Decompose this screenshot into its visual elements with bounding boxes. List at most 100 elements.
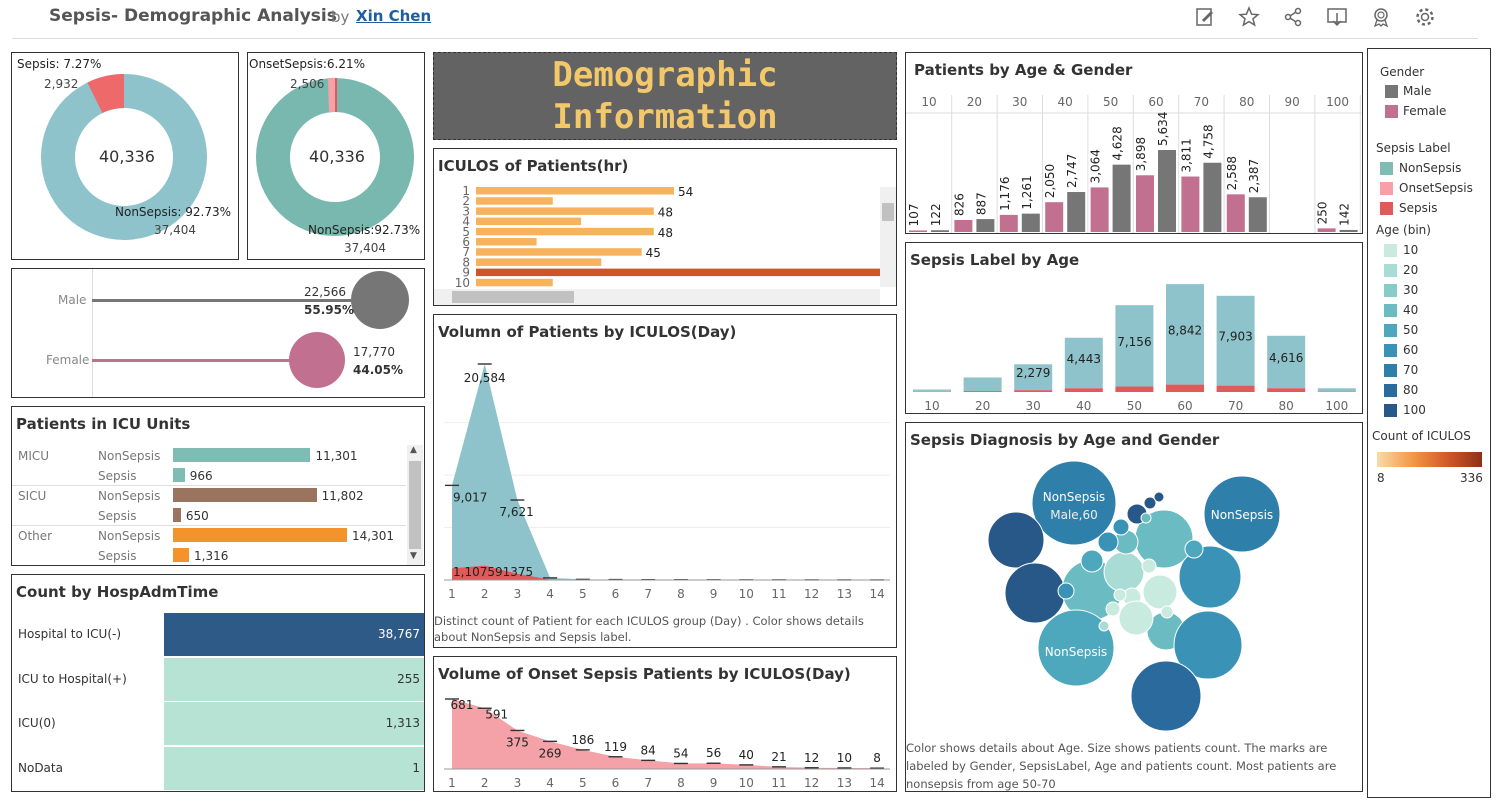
bubble-mark <box>987 511 1045 569</box>
vol-x-tick: 9 <box>710 587 718 601</box>
ag-bar <box>954 219 973 232</box>
legend-sepsis-label: Sepsis <box>1399 201 1438 215</box>
ag-bar <box>1045 202 1064 232</box>
vol-x-tick: 14 <box>869 587 884 601</box>
onset-x-tick: 13 <box>837 776 852 790</box>
legend-sepsis-swatch <box>1380 202 1393 215</box>
bubble-label-male60: Male,60 <box>1050 508 1098 522</box>
donut2-total: 40,336 <box>309 147 365 166</box>
ag-bin-label: 100 <box>1326 95 1349 109</box>
onset-value: 12 <box>804 751 819 765</box>
hospadm-cell <box>164 657 424 701</box>
vol-x-tick: 8 <box>677 587 685 601</box>
badge-icon[interactable] <box>1370 6 1392 28</box>
icu-units-title: Patients in ICU Units <box>16 415 191 433</box>
vol-x-tick: 2 <box>481 587 489 601</box>
female-bar <box>92 359 290 362</box>
bubble-mark <box>1173 610 1243 680</box>
legend-sepsis-swatch <box>1380 162 1393 175</box>
sepsis-age-panel: Sepsis Label by Age 10 20 2,279 30 4,443 40 7,… <box>905 242 1363 414</box>
onset-x-tick: 2 <box>481 776 489 790</box>
icu-unit-label: SICU <box>18 489 47 503</box>
legend-gender-title: Gender <box>1380 65 1425 79</box>
legend-age-swatch <box>1384 264 1397 277</box>
iculos-hr-bar <box>476 207 654 215</box>
icu-label-sepsis: Sepsis <box>98 509 137 523</box>
legend-age-swatch <box>1384 344 1397 357</box>
ag-bar <box>1136 175 1154 232</box>
onset-donut-panel: OnsetSepsis:6.21% 2,506 40,336 NonSepsis… <box>247 52 425 260</box>
sa-x-tick: 60 <box>1177 399 1192 413</box>
download-icon[interactable] <box>1326 6 1348 28</box>
legend-age-label: 50 <box>1403 323 1419 337</box>
bubble-mark <box>1184 539 1204 559</box>
vol-x-tick: 4 <box>546 587 554 601</box>
bubble-mark <box>1103 551 1145 593</box>
onset-x-tick: 1 <box>448 776 456 790</box>
ag-bin-label: 50 <box>1103 95 1118 109</box>
sa-nonsepsis-bar <box>963 377 1002 392</box>
iculos-v-thumb[interactable] <box>882 203 894 221</box>
donut-sepsis-count: 2,932 <box>44 77 79 91</box>
hospadm-row-label: ICU to Hospital(+) <box>18 671 127 686</box>
legend-age-swatch <box>1384 324 1397 337</box>
ag-bar <box>1203 162 1222 232</box>
onset-value: 56 <box>706 746 721 760</box>
onset-donut-chart <box>256 77 414 236</box>
ag-value: 826 <box>952 193 966 216</box>
gear-icon[interactable] <box>1414 6 1436 28</box>
ag-bar <box>1317 228 1336 232</box>
iculos-hr-tick: 1 <box>462 185 470 198</box>
male-bar <box>92 299 352 302</box>
iculos-h-thumb[interactable] <box>452 291 574 303</box>
icu-unit-label: MICU <box>18 449 50 463</box>
vol-x-tick: 10 <box>739 587 754 601</box>
hospadm-cell <box>164 746 424 790</box>
donut-total: 40,336 <box>99 147 155 166</box>
iculos-hr-title: ICULOS of Patients(hr) <box>438 157 629 175</box>
onset-x-tick: 9 <box>710 776 718 790</box>
sa-value: 4,616 <box>1269 351 1303 365</box>
edit-icon[interactable] <box>1194 6 1216 28</box>
ag-value: 887 <box>974 192 988 215</box>
icu-scroll-thumb[interactable] <box>409 461 421 549</box>
iculos-v-scrollbar[interactable] <box>880 187 896 287</box>
iculos-hr-panel: ICULOS of Patients(hr) 1 54 2 3 48 4 5 48 6 7 45 8 9… <box>433 148 897 306</box>
donut2-onset-slice <box>328 77 335 112</box>
bubble-mark <box>1057 582 1075 600</box>
ag-value: 107 <box>907 204 921 227</box>
bubble-mark <box>1141 558 1157 574</box>
bubble-label-nonsepsis: NonSepsis <box>1043 490 1105 504</box>
vol-x-tick: 1 <box>448 587 456 601</box>
gender-panel: Male 22,566 55.95% Female 17,770 44.05% <box>11 268 425 398</box>
icu-bar <box>173 508 181 522</box>
ag-bar <box>1158 150 1176 232</box>
hospadm-title: Count by HospAdmTime <box>16 583 219 601</box>
bubble-mark <box>1105 601 1121 617</box>
dashboard-title: Sepsis- Demographic Analysis <box>49 6 337 26</box>
vol-x-tick: 11 <box>771 587 786 601</box>
icu-bar <box>173 468 185 482</box>
ag-value: 3,064 <box>1089 149 1103 183</box>
hospadm-rows: Hospital to ICU(-) 38,767 ICU to Hospital(… <box>12 613 424 791</box>
bubble-caption: Color shows details about Age. Size show… <box>906 741 1337 791</box>
onset-day-panel: Volume of Onset Sepsis Patients by ICULO… <box>433 656 897 792</box>
count-min: 8 <box>1377 471 1385 485</box>
chevron-up-icon[interactable]: ▲ <box>410 445 417 455</box>
sa-sepsis-bar <box>1014 390 1053 392</box>
chevron-down-icon[interactable]: ▼ <box>410 551 417 561</box>
bubble-panel: Sepsis Diagnosis by Age and Gender NonSe… <box>905 422 1363 792</box>
legend-age-label: 60 <box>1403 343 1419 357</box>
hospadm-value: 1,313 <box>385 716 420 730</box>
author-link[interactable]: Xin Chen <box>356 7 432 25</box>
ag-bar <box>1067 192 1086 232</box>
male-bubble <box>351 271 409 329</box>
bubble-mark <box>1142 574 1178 610</box>
star-icon[interactable] <box>1238 6 1260 28</box>
ag-value: 142 <box>1338 203 1352 226</box>
onset-value: 8 <box>873 751 881 765</box>
hospadm-panel: Count by HospAdmTime Hospital to ICU(-) 3… <box>11 574 425 792</box>
ag-bar <box>1248 197 1267 232</box>
legend-age-label: 30 <box>1403 283 1419 297</box>
share-icon[interactable] <box>1282 6 1304 28</box>
